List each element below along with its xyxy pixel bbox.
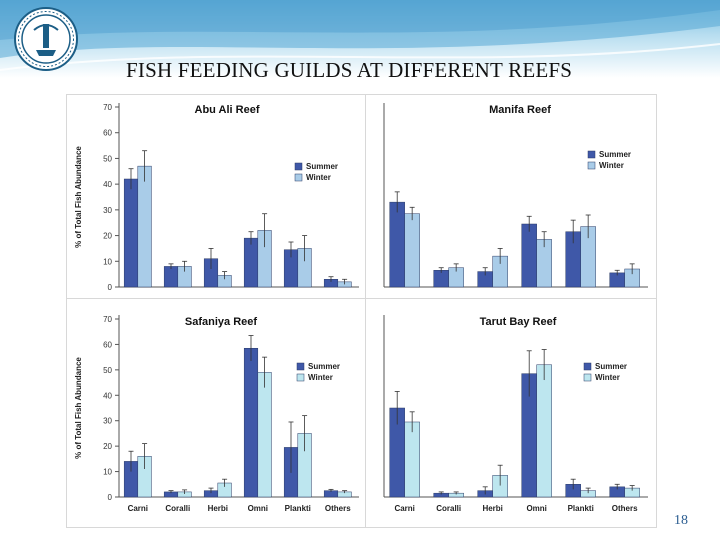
- safaniya-reef-category-label-coralli: Coralli: [165, 504, 190, 513]
- chart-abu-ali-reef: 0 10 20 30 40 50 60 70 % of Total Fish Abundance…: [74, 103, 359, 292]
- abu-ali-reef-legend-swatch-summer: [294, 162, 303, 171]
- safaniya-reef-y-tick-label: 40: [103, 391, 112, 400]
- abu-ali-reef-legend-swatch-winter: [294, 173, 303, 182]
- header-wave-decoration: [0, 0, 720, 71]
- chart-tarut-bay-reef: Tarut Bay Reef Carni Coralli Herbi Omni Plank…: [383, 315, 648, 513]
- safaniya-reef-bar-summer-omni: [243, 347, 259, 498]
- manifa-reef-bar-summer-carni: [389, 201, 405, 288]
- abu-ali-reef-bar-summer-omni: [243, 237, 259, 288]
- manifa-reef-legend-swatch-winter: [587, 161, 596, 170]
- safaniya-reef-category-label-herbi: Herbi: [208, 504, 228, 513]
- safaniya-reef-category-label-plankti: Plankti: [285, 504, 311, 513]
- manifa-reef-bar-winter-carni: [404, 213, 420, 288]
- safaniya-reef-legend-swatch-winter: [296, 373, 305, 382]
- safaniya-reef-y-tick-label: 60: [103, 340, 112, 349]
- chart-panel-tarut-bay-reef: Tarut Bay Reef Carni Coralli Herbi Omni Plank…: [365, 298, 657, 528]
- safaniya-reef-bar-winter-omni: [257, 372, 272, 498]
- abu-ali-reef-y-tick-label: 50: [103, 154, 112, 163]
- abu-ali-reef-y-tick-label: 10: [103, 257, 112, 266]
- abu-ali-reef-bar-summer-carni: [123, 178, 139, 288]
- manifa-reef-title: Manifa Reef: [489, 104, 551, 116]
- tarut-bay-reef-category-label-carni: Carni: [394, 504, 414, 513]
- abu-ali-reef-y-axis-label: % of Total Fish Abundance: [74, 146, 83, 248]
- manifa-reef-legend-label-summer: Summer: [599, 150, 631, 159]
- page-number: 18: [674, 513, 688, 528]
- safaniya-reef-y-axis-label: % of Total Fish Abundance: [74, 357, 83, 459]
- tarut-bay-reef-category-label-herbi: Herbi: [482, 504, 502, 513]
- tarut-bay-reef-title: Tarut Bay Reef: [480, 316, 557, 328]
- manifa-reef-bar-summer-omni: [521, 223, 537, 288]
- abu-ali-reef-y-tick-label: 40: [103, 180, 112, 189]
- university-seal-logo: [14, 7, 78, 71]
- safaniya-reef-y-tick-label: 30: [103, 417, 112, 426]
- abu-ali-reef-y-tick-label: 30: [103, 206, 112, 215]
- slide-title: FISH FEEDING GUILDS AT DIFFERENT REEFS: [126, 58, 573, 82]
- chart-safaniya-reef: 0 10 20 30 40 50 60 70 % of Total Fish Abundance…: [74, 315, 359, 513]
- abu-ali-reef-bar-summer-coralli: [163, 266, 179, 288]
- abu-ali-reef-y-tick-label: 20: [103, 232, 112, 241]
- abu-ali-reef-title: Abu Ali Reef: [195, 104, 260, 116]
- abu-ali-reef-bar-winter-carni: [137, 165, 152, 288]
- tarut-bay-reef-legend-label-winter: Winter: [595, 373, 620, 382]
- chart-panel-safaniya-reef: 0 10 20 30 40 50 60 70 % of Total Fish Abundance…: [66, 298, 366, 528]
- manifa-reef-legend-swatch-summer: [587, 150, 596, 159]
- abu-ali-reef-y-tick-label: 70: [103, 103, 112, 112]
- chart-panel-abu-ali-reef: 0 10 20 30 40 50 60 70 % of Total Fish Abundance…: [66, 94, 366, 299]
- tarut-bay-reef-legend-swatch-winter: [583, 373, 592, 382]
- safaniya-reef-category-label-carni: Carni: [128, 504, 148, 513]
- safaniya-reef-legend-label-summer: Summer: [308, 362, 340, 371]
- tarut-bay-reef-category-label-plankti: Plankti: [568, 504, 594, 513]
- manifa-reef-legend-label-winter: Winter: [599, 161, 624, 170]
- safaniya-reef-legend-label-winter: Winter: [308, 373, 333, 382]
- abu-ali-reef-legend-label-summer: Summer: [306, 162, 338, 171]
- tarut-bay-reef-legend-label-summer: Summer: [595, 362, 627, 371]
- abu-ali-reef-y-tick-label: 60: [103, 129, 112, 138]
- tarut-bay-reef-bar-winter-carni: [404, 421, 420, 498]
- safaniya-reef-legend-swatch-summer: [296, 362, 305, 371]
- tarut-bay-reef-category-label-coralli: Coralli: [436, 504, 461, 513]
- safaniya-reef-y-tick-label: 10: [103, 468, 112, 477]
- safaniya-reef-y-tick-label: 0: [108, 493, 113, 502]
- chart-manifa-reef: Manifa Reef Summer Winter: [383, 103, 648, 288]
- tarut-bay-reef-bar-winter-omni: [536, 364, 552, 498]
- tarut-bay-reef-category-label-omni: Omni: [526, 504, 546, 513]
- safaniya-reef-category-label-others: Others: [325, 504, 351, 513]
- abu-ali-reef-legend-label-winter: Winter: [306, 173, 331, 182]
- safaniya-reef-category-label-omni: Omni: [248, 504, 268, 513]
- tarut-bay-reef-category-label-others: Others: [612, 504, 638, 513]
- safaniya-reef-y-tick-label: 70: [103, 315, 112, 324]
- tarut-bay-reef-legend-swatch-summer: [583, 362, 592, 371]
- abu-ali-reef-y-tick-label: 0: [108, 283, 113, 292]
- chart-panel-manifa-reef: Manifa Reef Summer Winter: [365, 94, 657, 299]
- safaniya-reef-y-tick-label: 50: [103, 366, 112, 375]
- safaniya-reef-y-tick-label: 20: [103, 442, 112, 451]
- safaniya-reef-title: Safaniya Reef: [185, 316, 257, 328]
- header-band: [0, 0, 720, 78]
